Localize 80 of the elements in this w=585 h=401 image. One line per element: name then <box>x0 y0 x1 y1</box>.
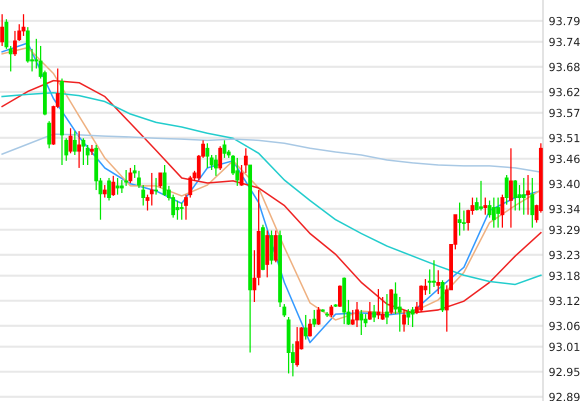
candlestick <box>162 164 167 197</box>
candlestick <box>518 184 522 212</box>
y-tick-label: 93.62 <box>549 88 580 96</box>
candlestick <box>205 142 210 169</box>
candlestick <box>479 180 483 212</box>
candlestick <box>338 284 342 308</box>
candlestick <box>376 288 380 320</box>
candlestick <box>389 288 394 315</box>
candlestick <box>295 326 300 368</box>
candlestick <box>180 202 184 220</box>
candlestick <box>316 306 320 326</box>
candlestick <box>504 174 509 206</box>
candlestick <box>526 174 530 216</box>
candlestick <box>368 301 372 321</box>
y-tick-label: 92.95 <box>549 368 580 376</box>
candlestick <box>513 179 518 212</box>
candlestick <box>222 140 226 159</box>
candlestick <box>312 309 316 328</box>
candlestick <box>102 184 107 198</box>
line-series <box>1 133 542 173</box>
candlestick <box>402 309 406 332</box>
candlestick <box>308 318 312 338</box>
candlestick <box>522 177 526 216</box>
y-tick-label: 93.06 <box>549 322 580 330</box>
y-tick-label: 93.51 <box>549 134 580 142</box>
candlestick <box>380 296 385 321</box>
candlestick <box>385 293 389 325</box>
candlestick <box>90 144 94 156</box>
y-tick-label: 93.18 <box>549 272 580 280</box>
candlestick <box>128 167 132 184</box>
candlestick <box>372 304 376 323</box>
candlestick <box>111 175 116 197</box>
y-tick-label: 93.23 <box>549 250 580 260</box>
candlestick <box>107 177 111 202</box>
y-tick-label: 93.12 <box>549 296 580 306</box>
candlestick <box>235 157 240 187</box>
candlestick <box>428 268 432 295</box>
candlestick <box>158 172 162 189</box>
candlestick <box>458 202 462 236</box>
candlestick <box>466 209 470 232</box>
candlestick <box>0 14 4 47</box>
candlestick <box>509 148 513 228</box>
candlestick <box>304 314 308 340</box>
line-series <box>1 92 542 286</box>
candlestick <box>398 296 402 332</box>
candlestick <box>77 130 82 169</box>
candlestick <box>218 146 222 171</box>
candlestick <box>150 172 154 206</box>
candlestick <box>359 309 364 336</box>
candlestick <box>68 128 72 154</box>
candlestick <box>329 304 334 318</box>
candlestick <box>350 309 355 326</box>
candlestick <box>500 194 504 228</box>
candlestick <box>474 196 479 212</box>
y-tick-label: 93.46 <box>549 154 580 164</box>
y-tick-label: 93.29 <box>549 226 580 234</box>
candlestick <box>47 120 52 149</box>
candlestick <box>530 177 534 228</box>
y-tick-label: 93.68 <box>549 62 580 72</box>
y-tick-label: 93.34 <box>549 204 580 214</box>
candlestick <box>355 301 359 328</box>
candlestick <box>432 260 436 288</box>
y-tick-label: 93.40 <box>549 180 580 188</box>
y-tick-label: 93.57 <box>549 108 580 118</box>
candlestick <box>72 130 77 156</box>
candlestick <box>282 303 286 318</box>
candlestick <box>496 196 500 228</box>
candlestick <box>410 306 415 328</box>
candlestick <box>492 196 496 228</box>
candlestick <box>406 308 410 326</box>
candlestick <box>22 14 26 37</box>
y-tick-label: 93.79 <box>549 16 580 26</box>
y-tick-label: 93.74 <box>549 38 580 46</box>
y-tick-label: 93.01 <box>549 342 580 352</box>
candlestick <box>483 196 488 216</box>
candlestick <box>81 138 86 166</box>
candlestick <box>419 284 424 313</box>
y-tick-label: 92.89 <box>549 392 580 401</box>
candlestick <box>154 177 158 196</box>
candlestick <box>64 138 68 162</box>
